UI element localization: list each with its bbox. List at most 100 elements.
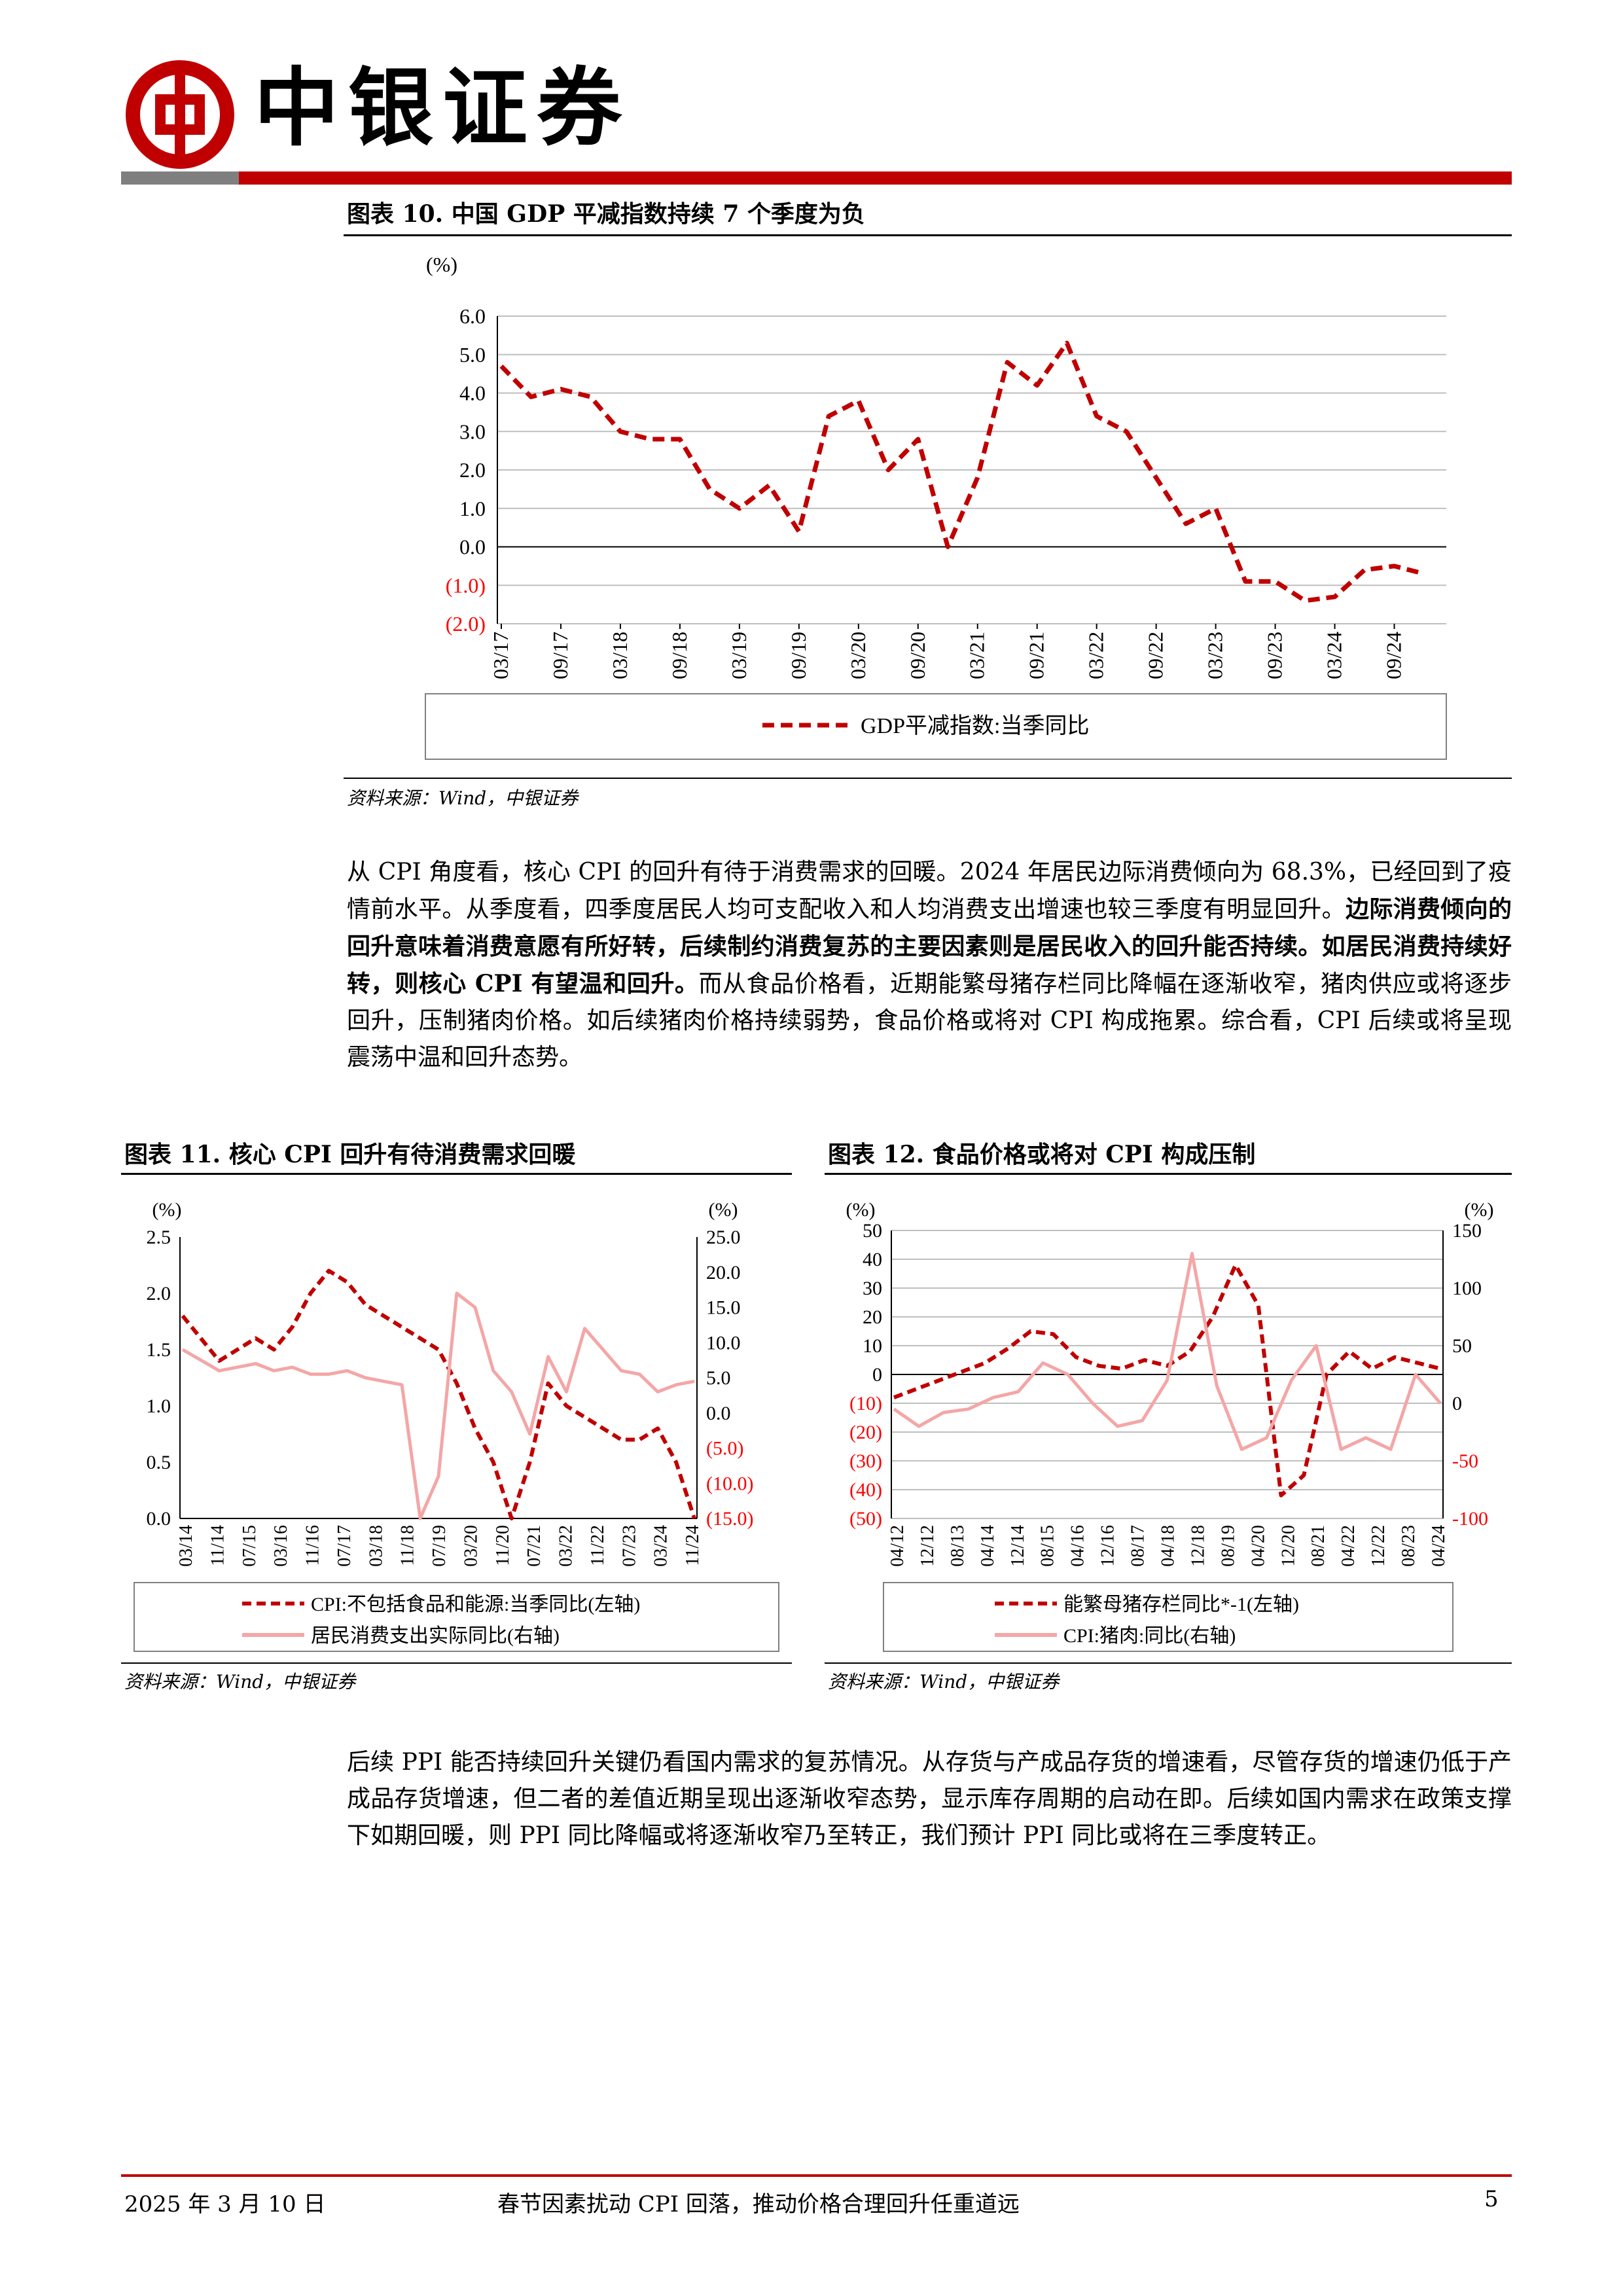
fig12-ytick-right: -100 [1452,1508,1488,1530]
footer-date: 2025 年 3 月 10 日 [124,2191,326,2217]
footer-rule [121,2174,1512,2177]
fig11-legend-label-2: 居民消费支出实际同比(右轴) [311,1625,560,1647]
fig10-ytick-label: 2.0 [459,458,486,482]
figure-11-bottom-rule [121,1662,792,1664]
fig10-xtick-label: 03/17 [489,632,512,679]
fig10-xtick-label: 09/23 [1263,632,1287,679]
figure-10-bottom-rule [344,778,1512,779]
fig11-xtick-label: 11/16 [303,1525,323,1566]
fig11-series-line-1 [181,1268,696,1520]
fig11-ytick-right: 10.0 [706,1332,741,1354]
boc-logo-icon [126,60,234,169]
fig11-xtick-label: 07/21 [524,1525,544,1567]
fig11-ytick-right: 25.0 [706,1227,741,1248]
figure-10-title: 图表 10. 中国 GDP 平减指数持续 7 个季度为负 [347,200,865,228]
figure-12-source: 资料来源：Wind，中银证券 [828,1671,1060,1693]
figure-11-top-rule [121,1173,792,1175]
fig11-xtick-label: 11/22 [588,1525,608,1566]
fig12-xtick-label: 04/12 [887,1525,908,1567]
fig12-unit-right: (%) [1465,1199,1494,1221]
fig10-legend-label: GDP平减指数:当季同比 [861,713,1089,738]
fig12-ytick-left: (10) [849,1393,882,1414]
figure-11-title: 图表 11. 核心 CPI 回升有待消费需求回暖 [124,1141,576,1168]
fig12-ytick-right: 150 [1452,1220,1482,1242]
fig10-xtick-label: 03/18 [608,632,632,679]
body-paragraph-1: 从 CPI 角度看，核心 CPI 的回升有待于消费需求的回暖。2024 年居民边… [347,854,1512,1076]
fig10-xtick-label: 03/19 [727,632,751,679]
fig10-ytick-label: 5.0 [459,343,486,367]
fig11-xtick-label: 07/17 [334,1525,355,1567]
fig12-xtick-label: 04/22 [1338,1525,1359,1567]
fig12-xtick-label: 04/24 [1429,1525,1449,1567]
fig11-xtick-label: 03/14 [176,1525,196,1567]
figure-12-chart: (%) (%)50403020100(10)(20)(30)(40)(50)150… [846,1199,1494,1652]
fig11-xtick-label: 07/23 [619,1525,639,1567]
fig11-ytick-right: 15.0 [706,1297,741,1319]
figure-11-chart: (%) (%) 2.5 2.0 1.5 1.0 0.5 0.0 25.0 20.0 15.0 10.0… [134,1199,779,1652]
body-paragraph-2: 后续 PPI 能否持续回升关键仍看国内需求的复苏情况。从存货与产成品存货的增速看… [347,1744,1512,1854]
fig10-xtick-label: 03/24 [1323,632,1346,679]
fig11-ytick-right: (10.0) [706,1473,753,1494]
fig12-ytick-left: 50 [863,1220,882,1242]
fig11-xtick-label: 03/18 [366,1525,386,1567]
fig11-ytick-left: 1.0 [147,1395,171,1417]
fig11-xtick-label: 11/20 [493,1525,513,1566]
fig10-ytick-label: (2.0) [446,612,486,636]
page-number: 5 [1484,2186,1499,2212]
fig11-xtick-label: 03/24 [651,1525,671,1567]
fig12-xtick-label: 08/21 [1308,1525,1329,1567]
fig12-ytick-left: 0 [872,1364,882,1386]
fig11-ytick-left: 0.5 [147,1452,171,1473]
fig10-xtick-label: 09/19 [787,632,810,679]
figure-10-chart: (%) 6.0 5.0 4.0 3.0 2.0 1.0 0.0 (1.0) (2.0)03/17 0… [425,253,1447,760]
fig11-ytick-right: (5.0) [706,1438,743,1460]
fig10-xtick-label: 09/17 [548,632,572,679]
fig12-ytick-left: (30) [849,1450,882,1472]
fig11-xtick-label: 07/19 [429,1525,450,1567]
fig12-ytick-left: 20 [863,1306,882,1328]
fig12-xtick-label: 04/16 [1068,1525,1088,1567]
figure-10-top-rule [344,234,1512,236]
fig12-xtick-label: 04/18 [1158,1525,1179,1567]
fig10-ytick-label: (1.0) [446,573,486,597]
fig10-xtick-label: 09/22 [1144,632,1168,679]
fig12-unit-left: (%) [846,1199,876,1221]
fig11-xtick-label: 03/22 [556,1525,577,1567]
fig10-xtick-label: 03/22 [1084,632,1108,679]
fig12-xtick-label: 12/20 [1278,1525,1298,1567]
fig12-ytick-right: -50 [1452,1450,1478,1472]
footer-report-title: 春节因素扰动 CPI 回落，推动价格合理回升任重道远 [497,2191,1020,2217]
fig11-xtick-label: 11/18 [398,1525,418,1566]
fig12-xtick-label: 08/23 [1399,1525,1419,1567]
fig11-ytick-left: 1.5 [147,1339,171,1361]
fig12-legend-label-2: CPI:猪肉:同比(右轴) [1063,1625,1236,1647]
figure-11-source: 资料来源：Wind，中银证券 [124,1671,356,1693]
fig11-ytick-right: 20.0 [706,1262,741,1283]
fig10-series-line [499,340,1425,603]
para1-bold-sentence: 边际消费倾向的回升意味着消费意愿有所好转，后续制约消费复苏的主要因素则是居民收入… [347,895,1512,997]
fig12-xtick-label: 08/17 [1128,1525,1149,1567]
fig11-xtick-label: 03/16 [271,1525,291,1567]
fig12-xtick-label: 04/14 [978,1525,998,1567]
fig11-xtick-label: 07/15 [240,1525,260,1567]
fig10-xtick-label: 03/23 [1204,632,1227,679]
fig10-legend-box [425,693,1447,760]
fig12-xtick-label: 08/15 [1038,1525,1058,1567]
fig12-xtick-label: 08/19 [1218,1525,1238,1567]
fig12-legend-label-1: 能繁母猪存栏同比*-1(左轴) [1063,1594,1299,1615]
fig10-ytick-label: 3.0 [459,420,486,443]
fig10-ytick-label: 1.0 [459,497,486,520]
fig11-ytick-left: 0.0 [147,1508,171,1530]
figure-12-title: 图表 12. 食品价格或将对 CPI 构成压制 [828,1141,1256,1168]
fig12-ytick-right: 0 [1452,1393,1462,1414]
fig11-ytick-left: 2.0 [147,1283,171,1304]
fig11-unit-right: (%) [709,1199,738,1221]
fig10-xtick-label: 09/24 [1382,632,1406,679]
fig10-xtick-label: 03/20 [846,632,870,679]
brand-name: 中银证券 [254,58,632,158]
fig11-series-line-2 [181,1291,695,1520]
fig12-xtick-label: 08/13 [948,1525,968,1567]
fig11-legend-box [134,1582,779,1652]
header-bar-grey [121,171,239,185]
fig12-ytick-left: (40) [849,1479,882,1501]
